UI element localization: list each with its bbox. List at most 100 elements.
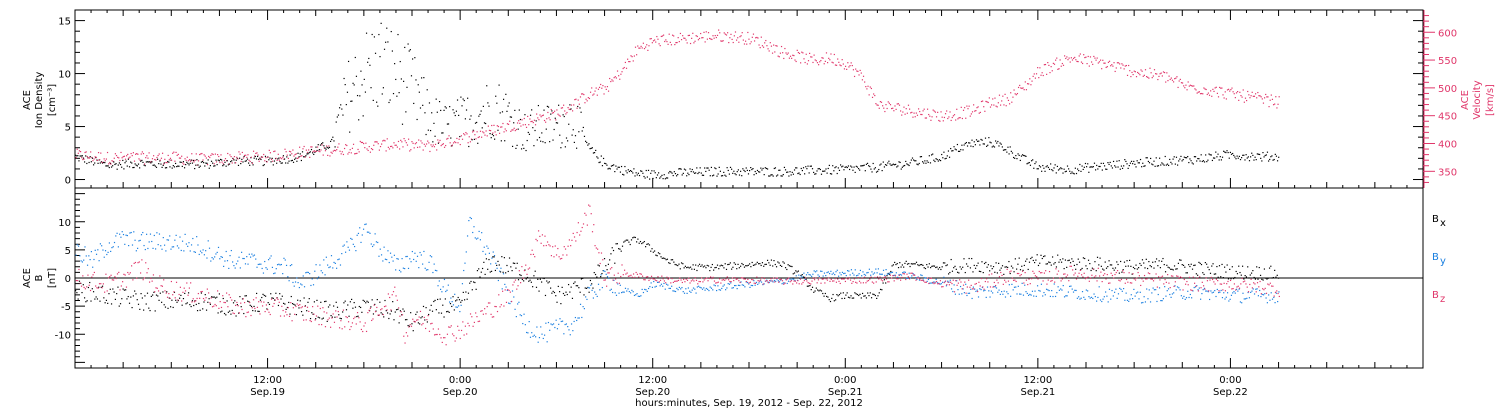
by-point bbox=[1047, 289, 1049, 291]
by-point bbox=[285, 264, 288, 267]
bx-point bbox=[297, 299, 299, 301]
bz-point bbox=[585, 214, 587, 216]
density-point bbox=[496, 102, 498, 104]
velocity-point bbox=[530, 120, 532, 123]
by-point bbox=[888, 273, 890, 275]
bx-point bbox=[438, 312, 440, 314]
by-point bbox=[252, 255, 254, 257]
density-point bbox=[146, 161, 149, 163]
by-point bbox=[1271, 298, 1274, 300]
bz-point bbox=[680, 279, 682, 281]
by-point bbox=[505, 286, 507, 288]
bx-point bbox=[683, 267, 685, 269]
density-point bbox=[822, 170, 824, 172]
by-point bbox=[1053, 283, 1055, 285]
bx-point bbox=[485, 258, 488, 260]
density-point bbox=[1248, 160, 1251, 162]
bx-point bbox=[891, 265, 893, 267]
density-point bbox=[99, 162, 101, 164]
bx-point bbox=[589, 279, 592, 282]
velocity-point bbox=[886, 107, 888, 110]
density-point bbox=[592, 152, 595, 154]
by-point bbox=[680, 288, 682, 290]
bx-point bbox=[136, 299, 138, 301]
by-point bbox=[671, 285, 673, 287]
bx-point bbox=[1017, 263, 1019, 265]
velocity-point bbox=[387, 146, 389, 148]
density-point bbox=[1225, 151, 1227, 154]
bx-point bbox=[669, 262, 671, 265]
density-point bbox=[461, 105, 463, 107]
bx-point bbox=[896, 262, 898, 265]
density-point bbox=[780, 175, 782, 177]
by-point bbox=[225, 250, 227, 253]
velocity-point bbox=[1167, 79, 1169, 82]
density-point bbox=[107, 165, 109, 167]
by-point bbox=[971, 297, 973, 300]
bx-point bbox=[245, 295, 247, 297]
velocity-point bbox=[1065, 57, 1067, 60]
velocity-point bbox=[208, 155, 210, 158]
by-point bbox=[1040, 283, 1043, 285]
velocity-point bbox=[390, 145, 392, 148]
by-point bbox=[496, 267, 498, 269]
velocity-point bbox=[423, 143, 425, 145]
bz-point bbox=[353, 317, 355, 320]
by-point bbox=[956, 280, 958, 282]
velocity-point bbox=[94, 156, 96, 158]
bz-point bbox=[600, 252, 603, 254]
velocity-point bbox=[184, 158, 186, 160]
top-panel-frame bbox=[74, 9, 1424, 189]
by-point bbox=[457, 305, 460, 307]
bx-point bbox=[1146, 267, 1149, 270]
velocity-point bbox=[578, 103, 580, 105]
bz-point bbox=[213, 305, 215, 307]
bx-point bbox=[573, 282, 575, 285]
velocity-point bbox=[798, 52, 801, 55]
bx-point bbox=[982, 271, 984, 274]
density-point bbox=[570, 108, 572, 110]
by-point bbox=[448, 301, 451, 303]
by-point bbox=[818, 275, 820, 277]
bx-point bbox=[740, 265, 742, 267]
bz-point bbox=[390, 309, 392, 311]
by-point bbox=[1234, 292, 1236, 294]
bz-point bbox=[133, 262, 135, 264]
bottom-data-points bbox=[75, 204, 1280, 346]
bx-point bbox=[261, 296, 263, 299]
by-point bbox=[189, 250, 191, 252]
density-point bbox=[990, 142, 992, 144]
by-point bbox=[362, 228, 365, 230]
by-point bbox=[1269, 299, 1271, 301]
density-point bbox=[627, 169, 629, 171]
velocity-point bbox=[1002, 95, 1004, 97]
density-point bbox=[796, 167, 798, 169]
velocity-point bbox=[856, 70, 858, 72]
velocity-point bbox=[866, 88, 868, 90]
by-point bbox=[103, 256, 105, 258]
density-point bbox=[426, 89, 428, 91]
velocity-point bbox=[1261, 98, 1263, 100]
bx-point bbox=[114, 298, 116, 300]
by-point bbox=[983, 290, 985, 292]
density-point bbox=[896, 166, 898, 168]
bx-point bbox=[1089, 262, 1091, 265]
density-point bbox=[80, 155, 82, 157]
density-point bbox=[1224, 151, 1226, 153]
density-point bbox=[632, 172, 634, 174]
by-point bbox=[828, 272, 831, 275]
density-point bbox=[222, 165, 224, 167]
density-point bbox=[1179, 158, 1181, 160]
bx-point bbox=[801, 274, 803, 276]
bx-point bbox=[1058, 261, 1060, 263]
bx-point bbox=[810, 289, 812, 291]
velocity-point bbox=[767, 48, 769, 50]
by-point bbox=[300, 283, 302, 285]
bx-point bbox=[1120, 260, 1122, 263]
velocity-point bbox=[217, 154, 219, 156]
bz-point bbox=[802, 281, 804, 284]
density-point bbox=[573, 141, 575, 144]
density-point bbox=[443, 109, 445, 111]
density-tick-label: 10 bbox=[58, 70, 71, 81]
velocity-point bbox=[1095, 59, 1097, 61]
